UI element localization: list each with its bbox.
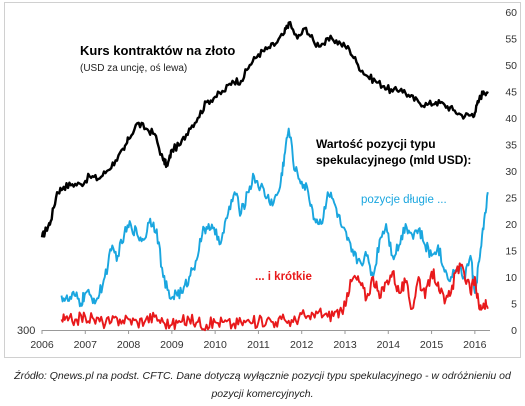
x-tick-label: 2011 [247,339,270,351]
right-axis-tick-label: 60 [505,7,517,19]
short-positions-label: ... i krótkie [255,271,312,283]
long-positions-line [60,127,489,308]
chart-container [4,2,521,358]
right-axis-tick-label: 15 [505,246,517,258]
right-axis-tick-label: 10 [505,272,517,284]
right-axis-tick-label: 55 [505,34,517,46]
x-tick-label: 2013 [333,339,357,351]
x-tick-label: 2016 [463,339,487,351]
positions-title-line1: Wartość pozycji typu [316,137,436,151]
short-positions-line [60,262,489,332]
positions-title-line2: spekulacyjnego (mld USD): [316,153,471,167]
x-tick-label: 2010 [203,339,227,351]
gold-price-line [40,20,489,238]
gold-title-annotation: Kurs kontraktów na złoto [80,43,235,58]
x-tick-label: 2014 [377,339,401,351]
x-tick-label: 2009 [160,339,184,351]
source-caption: Źródło: Qnews.pl na podst. CFTC. Dane do… [14,370,511,400]
gold-subtitle-annotation: (USD za uncję, oś lewa) [80,63,187,74]
x-tick-label: 2006 [30,339,54,351]
x-tick-label: 2012 [290,339,314,351]
right-axis-tick-label: 35 [505,140,517,152]
left-axis-label: 300 [17,325,35,337]
right-axis-tick-label: 45 [505,87,517,99]
x-tick-label: 2015 [420,339,444,351]
right-axis-tick-label: 20 [505,219,517,231]
right-axis-tick-label: 0 [511,325,517,337]
right-axis-tick-label: 5 [511,299,517,311]
series-layer [40,20,489,332]
x-tick-label: 2007 [74,339,98,351]
right-axis-tick-label: 30 [505,166,517,178]
right-axis-tick-label: 40 [505,113,517,125]
right-axis-tick-label: 50 [505,60,517,72]
right-axis-tick-label: 25 [505,193,517,205]
axes: 2006 2007 2008 2009 2010 2011 2012 2013 2014 2015… [30,7,517,351]
x-tick-label: 2008 [117,339,141,351]
long-positions-label: pozycje długie ... [361,194,447,206]
